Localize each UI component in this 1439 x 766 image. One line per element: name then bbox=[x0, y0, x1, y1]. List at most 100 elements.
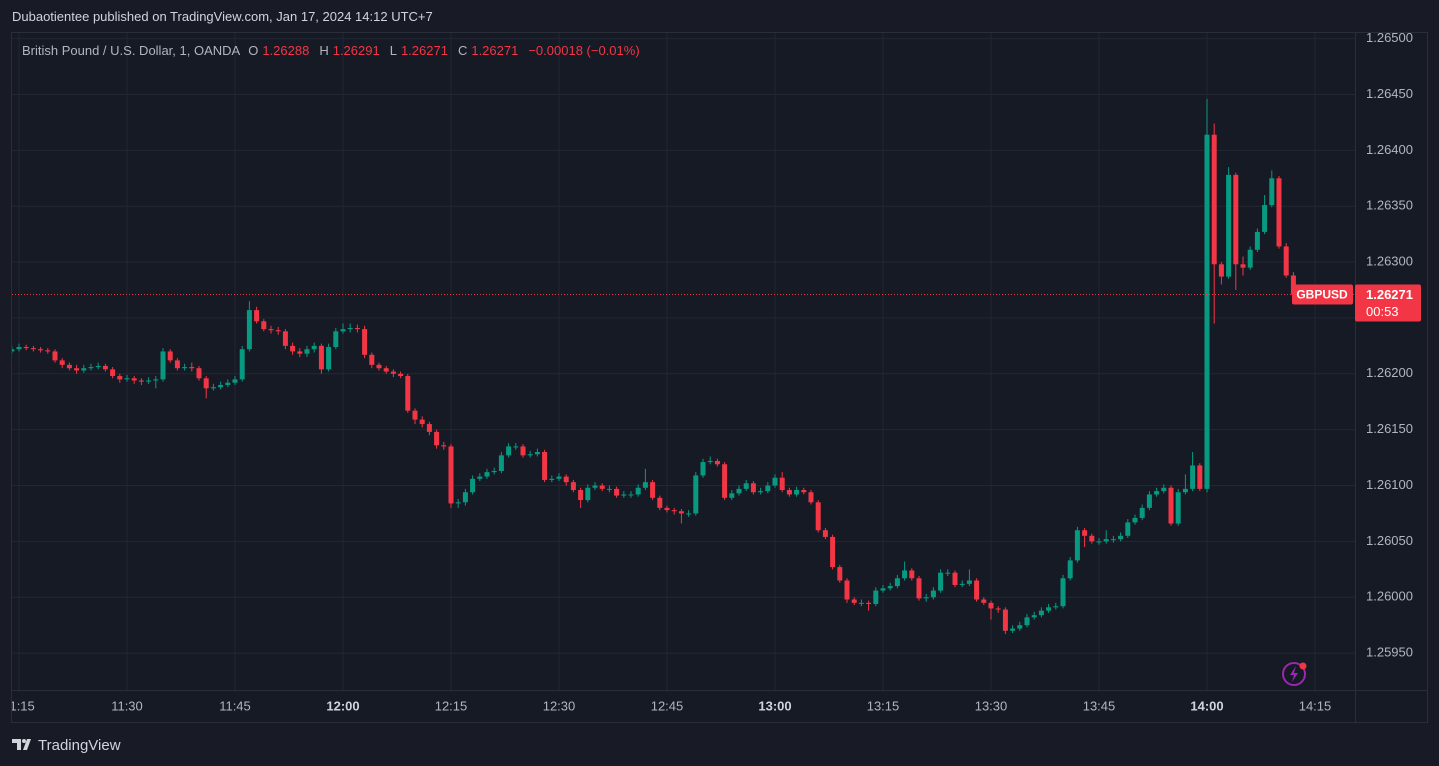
candle-body bbox=[1233, 174, 1239, 265]
candle-body bbox=[736, 488, 742, 494]
legend-value: 1.26271 bbox=[400, 43, 448, 58]
candle-body bbox=[549, 478, 555, 480]
candle-body bbox=[700, 462, 706, 476]
candle-body bbox=[988, 602, 994, 609]
candle-body bbox=[1226, 174, 1232, 277]
x-tick-label: 11:45 bbox=[219, 698, 251, 713]
candle-body bbox=[326, 346, 332, 370]
y-tick-label: 1.26500 bbox=[1366, 30, 1413, 45]
candle-body bbox=[1139, 507, 1145, 518]
candle-body bbox=[981, 599, 987, 603]
candle-body bbox=[1024, 617, 1030, 626]
y-tick-label: 1.26450 bbox=[1366, 86, 1413, 101]
candle-body bbox=[923, 597, 929, 599]
candle-body bbox=[916, 578, 922, 599]
candle-body bbox=[887, 586, 893, 589]
candle-body bbox=[146, 380, 152, 382]
symbol-tag-label: GBPUSD bbox=[1296, 288, 1348, 302]
x-tick-label: 11:15 bbox=[3, 698, 35, 713]
candle-body bbox=[347, 327, 353, 330]
candle-body bbox=[1031, 615, 1037, 618]
candle-body bbox=[563, 476, 569, 483]
candle-body bbox=[729, 493, 735, 498]
candle-body bbox=[1161, 487, 1167, 492]
candle-body bbox=[534, 452, 540, 455]
alert-icon[interactable] bbox=[1282, 662, 1307, 686]
candle-body bbox=[1046, 607, 1052, 611]
y-tick-label: 1.26000 bbox=[1366, 589, 1413, 604]
y-tick-label: 1.26150 bbox=[1366, 421, 1413, 436]
candle-body bbox=[592, 485, 598, 488]
candle-body bbox=[1074, 530, 1080, 561]
candle-body bbox=[1262, 205, 1268, 232]
candle-body bbox=[1154, 491, 1160, 495]
candle-body bbox=[606, 488, 612, 490]
candle-body bbox=[578, 489, 584, 501]
candle-body bbox=[671, 510, 677, 512]
candle-body bbox=[851, 599, 857, 603]
candle-body bbox=[909, 570, 915, 579]
candle-body bbox=[930, 590, 936, 598]
legend-value: 1.26291 bbox=[332, 43, 380, 58]
x-tick-label: 12:00 bbox=[326, 698, 359, 713]
candle-body bbox=[311, 345, 317, 350]
candle-body bbox=[621, 494, 627, 496]
candle-body bbox=[945, 572, 951, 574]
candle-body bbox=[938, 572, 944, 591]
candle-body bbox=[23, 346, 29, 349]
candle-body bbox=[254, 310, 260, 322]
candle-body bbox=[779, 477, 785, 490]
candle-body bbox=[1017, 625, 1023, 629]
candle-body bbox=[1103, 539, 1109, 542]
x-tick-label: 11:30 bbox=[111, 698, 143, 713]
y-tick-label: 1.26350 bbox=[1366, 198, 1413, 213]
candle-body bbox=[196, 368, 202, 379]
candle-body bbox=[506, 446, 512, 456]
candle-body bbox=[419, 419, 425, 425]
candle-body bbox=[340, 329, 346, 332]
x-tick-label: 13:15 bbox=[867, 698, 900, 713]
candle-body bbox=[1053, 606, 1059, 608]
candle-body bbox=[1175, 492, 1181, 524]
candle-body bbox=[1276, 178, 1282, 247]
candle-body bbox=[138, 380, 144, 382]
symbol-name: British Pound / U.S. Dollar, 1, OANDA bbox=[22, 43, 241, 58]
candle-body bbox=[1211, 134, 1217, 265]
tradingview-logo[interactable] bbox=[12, 739, 31, 750]
candle-body bbox=[1190, 465, 1196, 489]
candle-body bbox=[95, 365, 101, 368]
candle-body bbox=[1146, 494, 1152, 508]
candle-body bbox=[678, 511, 684, 514]
candle-body bbox=[693, 475, 699, 514]
candle-body bbox=[412, 410, 418, 420]
candle-body bbox=[722, 464, 728, 498]
candle-body bbox=[153, 379, 159, 381]
candle-body bbox=[642, 482, 648, 488]
candle-body bbox=[808, 492, 814, 503]
candle-body bbox=[664, 507, 670, 511]
candle-body bbox=[462, 492, 468, 503]
candle-body bbox=[45, 350, 51, 352]
candle-body bbox=[743, 483, 749, 489]
y-tick-label: 1.26400 bbox=[1366, 142, 1413, 157]
candle-body bbox=[117, 376, 123, 380]
candle-body bbox=[570, 482, 576, 490]
candle-body bbox=[376, 364, 382, 369]
x-tick-label: 12:45 bbox=[651, 698, 684, 713]
candle-body bbox=[1168, 487, 1174, 524]
candle-body bbox=[542, 452, 548, 480]
candle-body bbox=[398, 373, 404, 377]
candle-body bbox=[261, 321, 267, 330]
candle-body bbox=[268, 329, 274, 331]
candle-body bbox=[239, 349, 245, 380]
candle-body bbox=[614, 488, 620, 496]
candle-body bbox=[66, 364, 72, 369]
candle-body bbox=[966, 580, 972, 584]
candle-body bbox=[102, 365, 108, 370]
candle-body bbox=[275, 330, 281, 332]
candle-body bbox=[110, 369, 116, 377]
candle-body bbox=[203, 378, 209, 389]
candle-body bbox=[455, 502, 461, 504]
candle-body bbox=[74, 368, 80, 371]
